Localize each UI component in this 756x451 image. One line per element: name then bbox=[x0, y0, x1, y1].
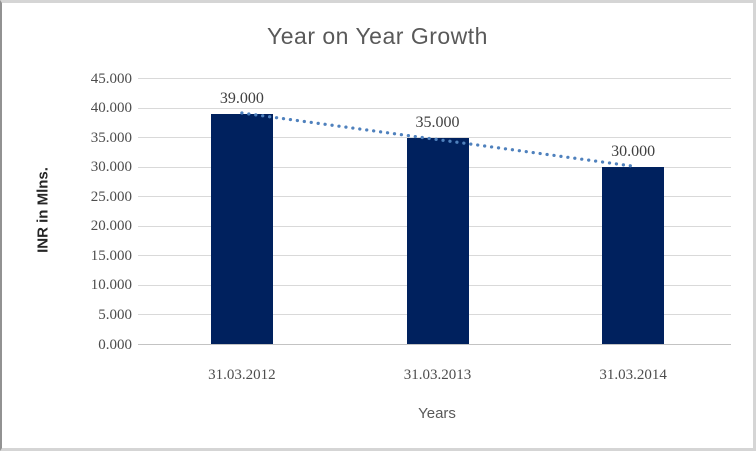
bar-value-label: 35.000 bbox=[415, 113, 460, 131]
x-tick-label: 31.03.2014 bbox=[599, 367, 667, 383]
x-tick-label: 31.03.2012 bbox=[208, 367, 276, 383]
x-axis-title: Years bbox=[418, 405, 456, 422]
y-tick-label: 20.000 bbox=[90, 218, 132, 235]
bar-value-label: 30.000 bbox=[611, 143, 656, 161]
bar bbox=[406, 137, 469, 345]
y-tick-label: 5.000 bbox=[98, 306, 132, 323]
y-tick-label: 40.000 bbox=[90, 100, 132, 117]
chart-title: Year on Year Growth bbox=[267, 23, 488, 49]
x-tick-label: 31.03.2013 bbox=[403, 367, 472, 383]
bar-value-label: 39.000 bbox=[219, 89, 264, 107]
y-tick-label: 30.000 bbox=[90, 159, 132, 176]
bar bbox=[210, 113, 273, 345]
y-tick-label: 45.000 bbox=[90, 70, 132, 87]
x-axis-line bbox=[138, 344, 731, 345]
bar bbox=[602, 167, 665, 345]
gridline bbox=[138, 107, 731, 109]
y-axis-title: INR in Mlns. bbox=[34, 167, 52, 253]
y-tick-label: 25.000 bbox=[90, 188, 132, 205]
gridline bbox=[138, 78, 731, 79]
y-tick-label: 0.000 bbox=[98, 336, 132, 353]
y-tick-label: 15.000 bbox=[90, 247, 132, 264]
y-tick-label: 35.000 bbox=[90, 129, 132, 146]
y-tick-label: 10.000 bbox=[90, 277, 132, 294]
